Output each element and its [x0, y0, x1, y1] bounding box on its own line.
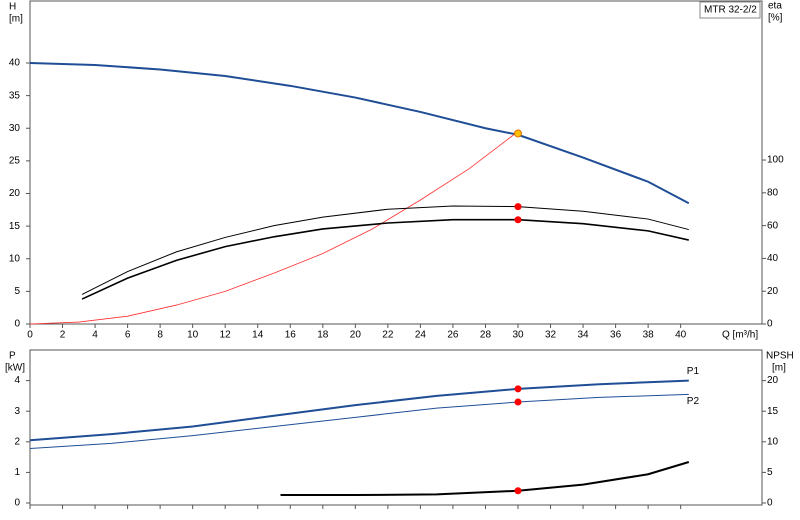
y-tick-label: 0 [14, 319, 20, 330]
y-tick-label: 4 [14, 375, 20, 386]
x-tick-label: 6 [125, 330, 131, 341]
x-tick-label: 32 [545, 330, 557, 341]
y2-tick-label: 0 [767, 498, 773, 509]
chart-title: MTR 32-2/2 [704, 5, 757, 16]
bottom-frame [29, 349, 763, 506]
y2-label: NPSH [766, 351, 794, 362]
x-tick-label: 14 [252, 330, 264, 341]
legend-label: P1 [687, 366, 700, 377]
x-tick-label: 4 [92, 330, 98, 341]
x-tick-label: 16 [285, 330, 297, 341]
y-tick-label: 0 [14, 498, 20, 509]
y2-tick-label: 80 [767, 187, 779, 198]
duty-point [514, 129, 522, 138]
x-tick-label: 10 [187, 330, 199, 341]
y2-tick-label: 0 [767, 319, 773, 330]
y-tick-label: 30 [9, 123, 21, 134]
legend-label: P2 [687, 396, 700, 407]
y-tick-label: 15 [9, 221, 21, 232]
y2-unit: [m] [772, 363, 786, 374]
y-tick-label: 3 [14, 406, 20, 417]
y2-tick-label: 5 [767, 467, 773, 478]
duty-point [514, 385, 522, 393]
y2-unit: [%] [768, 13, 783, 24]
x-label: Q [m³/h] [722, 330, 758, 341]
y-unit: [kW] [5, 363, 25, 374]
y-tick-label: 35 [9, 90, 21, 101]
curve [29, 393, 689, 450]
y-tick-label: 5 [14, 286, 20, 297]
x-tick-label: 24 [415, 330, 427, 341]
y2-tick-label: 10 [767, 436, 779, 447]
y2-tick-label: 100 [767, 155, 784, 166]
x-tick-label: 30 [512, 330, 524, 341]
y-tick-label: 1 [14, 467, 20, 478]
x-tick-label: 12 [220, 330, 232, 341]
y-tick-label: 2 [14, 436, 20, 447]
y2-tick-label: 60 [767, 220, 779, 231]
curve [29, 61, 690, 205]
top-frame [29, 0, 763, 325]
y-tick-label: 20 [9, 188, 21, 199]
y-tick-label: 25 [9, 156, 21, 167]
x-tick-label: 0 [27, 330, 33, 341]
x-tick-label: 18 [317, 330, 329, 341]
y-label: H [9, 2, 16, 13]
y2-tick-label: 15 [767, 406, 779, 417]
curve [81, 218, 689, 300]
x-tick-label: 34 [578, 330, 590, 341]
x-tick-label: 38 [643, 330, 655, 341]
title-box [699, 1, 761, 19]
duty-point [514, 203, 522, 211]
y-label: P [9, 351, 16, 362]
x-tick-label: 8 [157, 330, 163, 341]
duty-point [514, 487, 522, 495]
curve [29, 379, 689, 442]
duty-point [514, 398, 522, 406]
y2-tick-label: 40 [767, 253, 779, 264]
curve [81, 205, 689, 295]
x-tick-label: 40 [675, 330, 687, 341]
duty-point [514, 216, 522, 224]
y-tick-label: 40 [9, 58, 21, 69]
curve [29, 131, 519, 325]
x-tick-label: 20 [350, 330, 362, 341]
y2-label: eta [768, 1, 782, 12]
y2-tick-label: 20 [767, 286, 779, 297]
y2-tick-label: 20 [767, 375, 779, 386]
x-tick-label: 36 [610, 330, 622, 341]
y-tick-label: 10 [9, 253, 21, 264]
x-tick-label: 26 [447, 330, 459, 341]
x-tick-label: 2 [60, 330, 66, 341]
y-unit: [m] [9, 14, 23, 25]
x-tick-label: 22 [382, 330, 394, 341]
x-tick-label: 28 [480, 330, 492, 341]
